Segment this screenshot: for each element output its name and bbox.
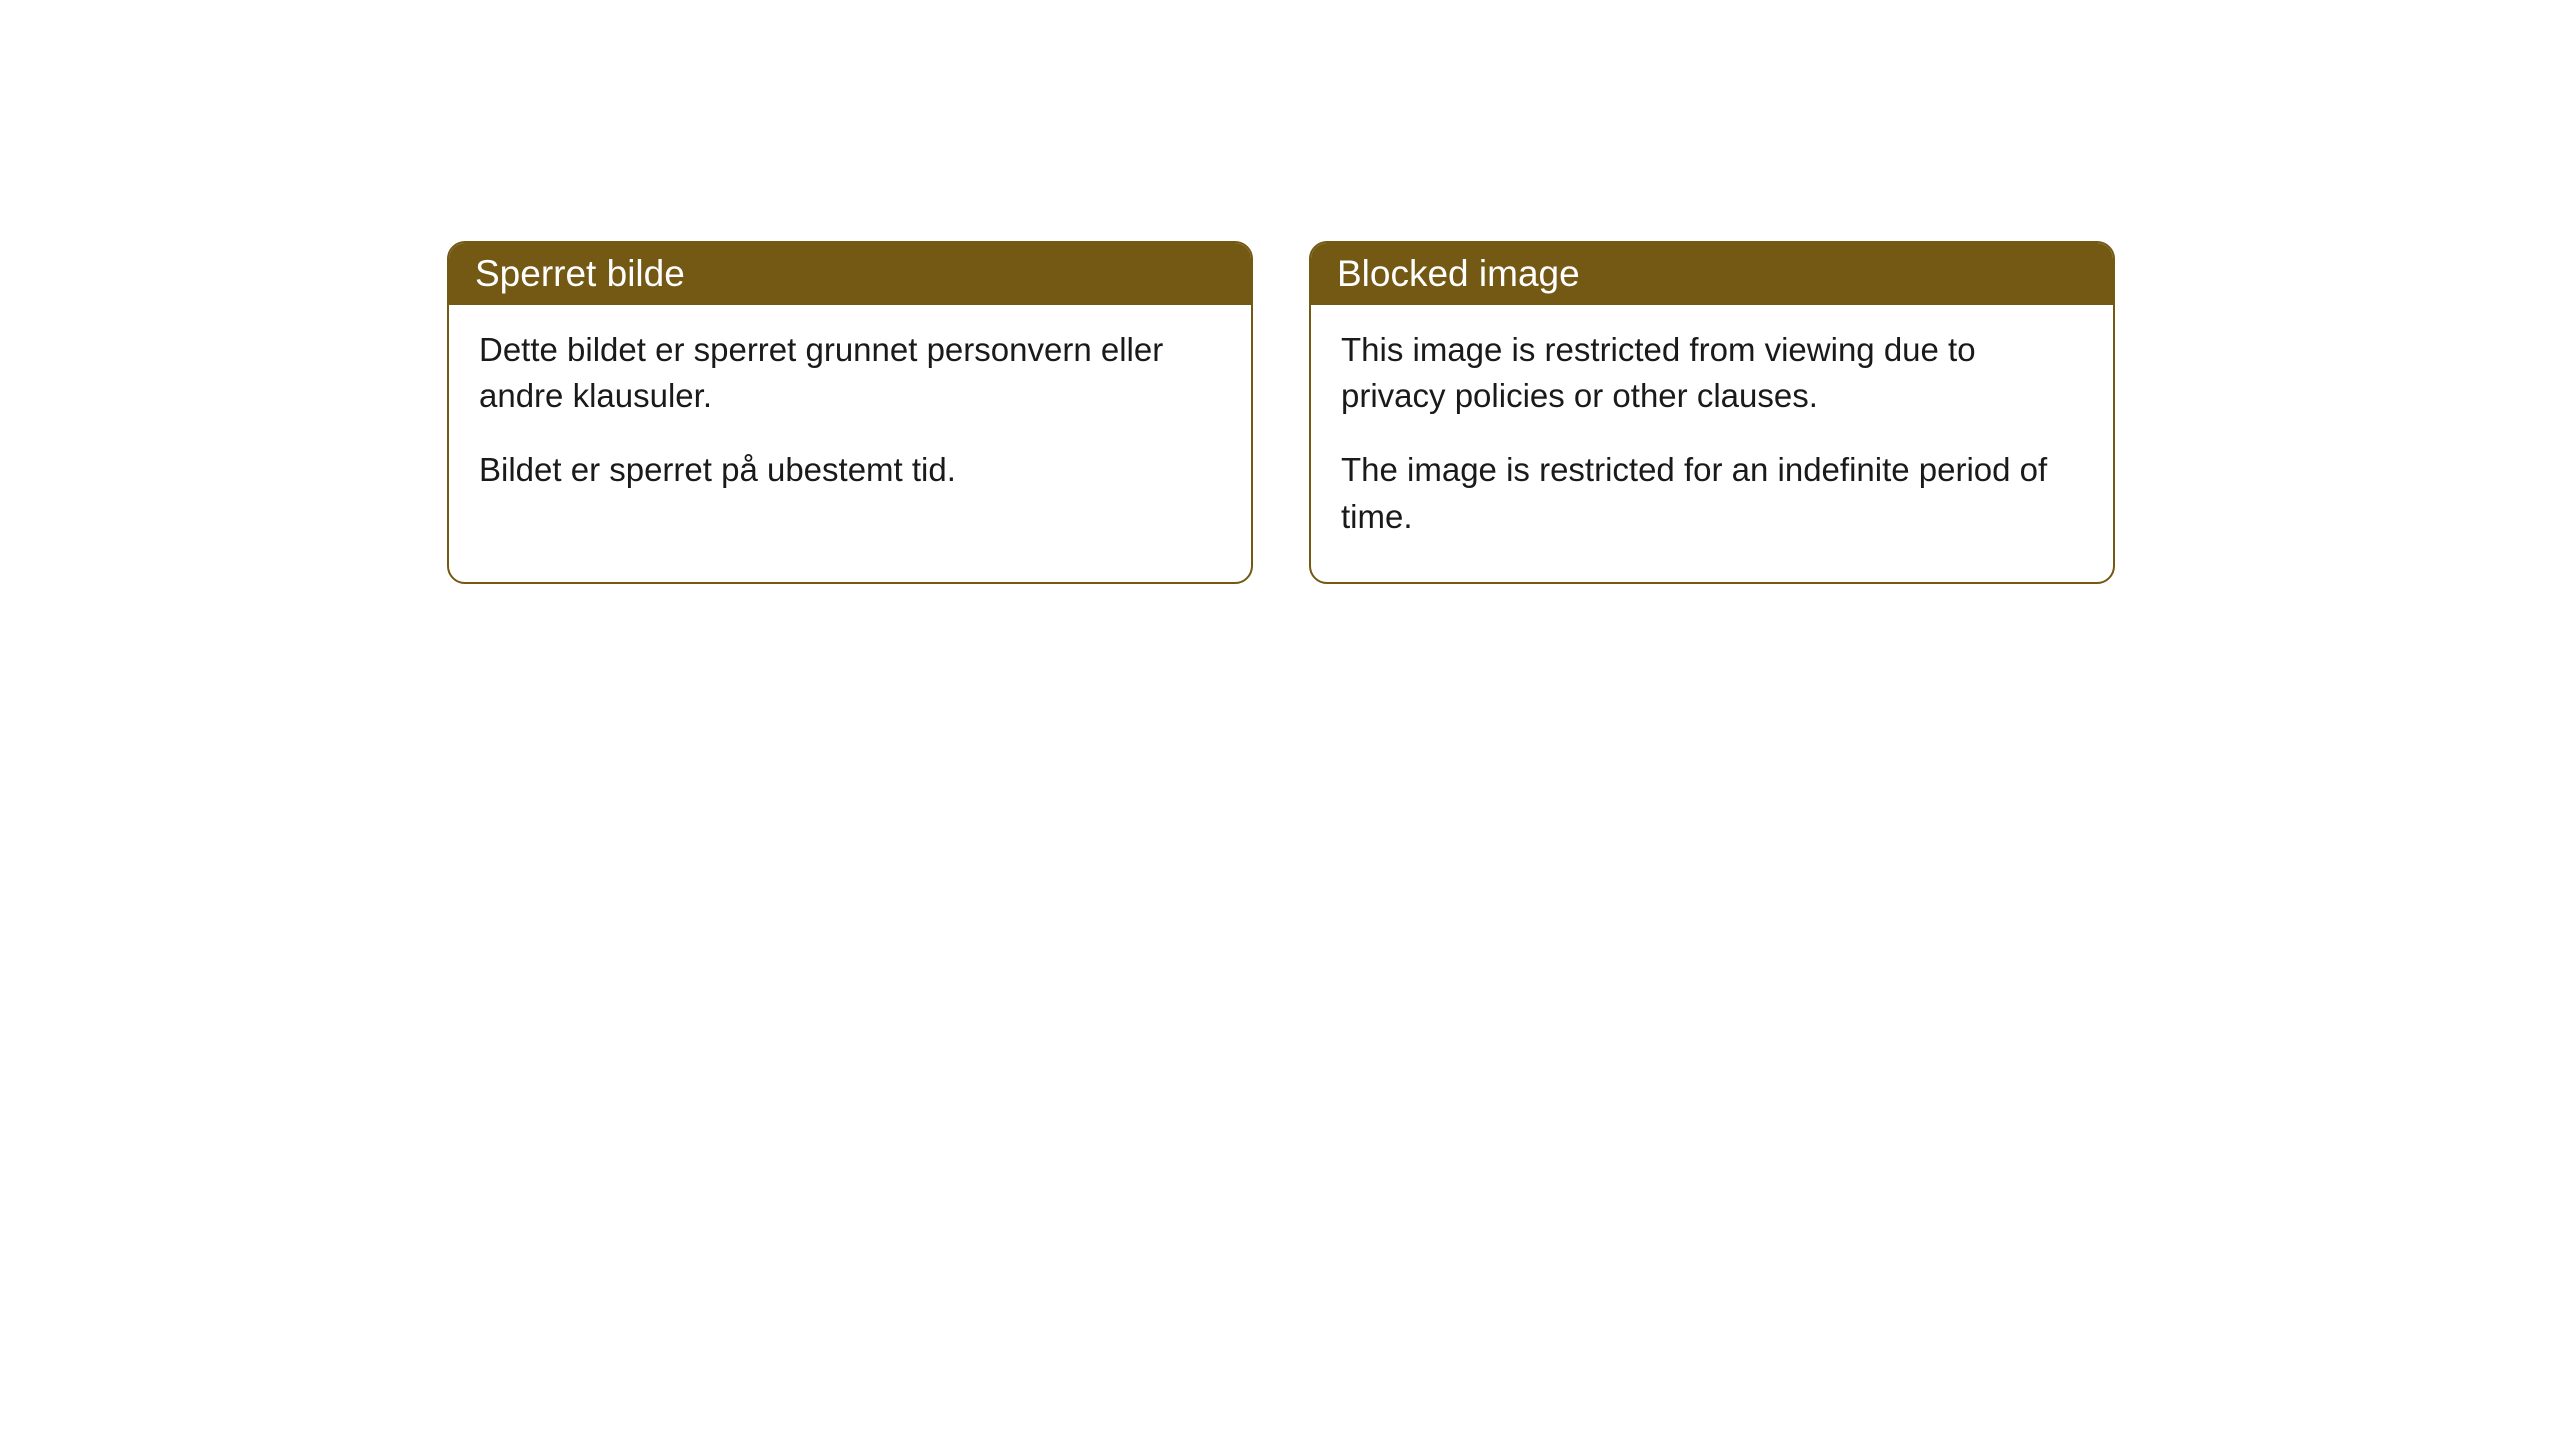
card-body-english: This image is restricted from viewing du… [1311,305,2113,582]
card-paragraph-1-english: This image is restricted from viewing du… [1341,327,2083,419]
card-english: Blocked image This image is restricted f… [1309,241,2115,584]
card-body-norwegian: Dette bildet er sperret grunnet personve… [449,305,1251,536]
card-norwegian: Sperret bilde Dette bildet er sperret gr… [447,241,1253,584]
card-paragraph-2-english: The image is restricted for an indefinit… [1341,447,2083,539]
cards-container: Sperret bilde Dette bildet er sperret gr… [0,0,2560,584]
card-paragraph-2-norwegian: Bildet er sperret på ubestemt tid. [479,447,1221,493]
card-title-norwegian: Sperret bilde [475,253,685,294]
card-paragraph-1-norwegian: Dette bildet er sperret grunnet personve… [479,327,1221,419]
card-title-english: Blocked image [1337,253,1580,294]
card-header-norwegian: Sperret bilde [449,243,1251,305]
card-header-english: Blocked image [1311,243,2113,305]
